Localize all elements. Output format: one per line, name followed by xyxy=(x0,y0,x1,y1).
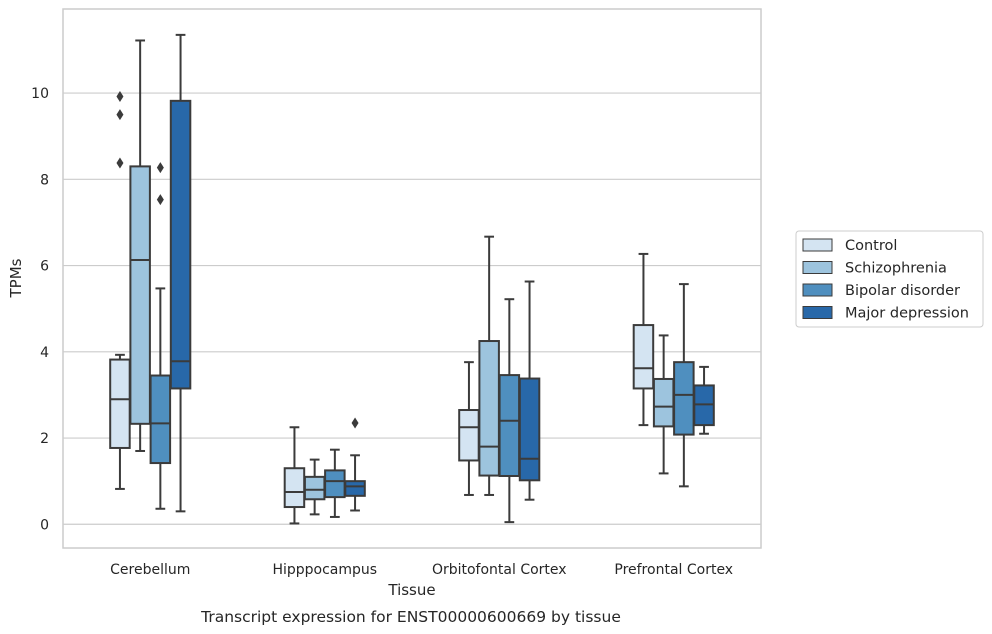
iqr-box xyxy=(324,469,346,499)
legend-swatch xyxy=(802,306,833,319)
outlier-point xyxy=(116,157,124,169)
iqr-box xyxy=(344,480,366,497)
iqr-box xyxy=(518,377,541,482)
box-control xyxy=(458,361,480,496)
box-bipolar-disorder xyxy=(673,283,695,488)
iqr-box xyxy=(458,409,480,462)
box-groups xyxy=(109,33,715,525)
y-tick-label: 10 xyxy=(31,86,49,102)
x-tick-label: Hipppocampus xyxy=(272,562,377,578)
outlier-point xyxy=(116,91,124,103)
x-axis-title: Tissue xyxy=(387,581,435,599)
box-control xyxy=(109,91,131,490)
iqr-box xyxy=(673,361,695,436)
box-major-depression xyxy=(169,33,192,513)
legend-label: Control xyxy=(845,238,897,254)
box-control xyxy=(632,252,655,427)
iqr-box xyxy=(149,374,172,465)
legend-swatch xyxy=(802,283,833,297)
box-schizophrenia xyxy=(129,39,151,452)
outlier-point xyxy=(156,194,164,206)
y-tick-label: 2 xyxy=(40,431,49,447)
box-bipolar-disorder xyxy=(324,448,346,518)
legend-swatch xyxy=(802,238,833,252)
box-schizophrenia xyxy=(652,334,675,475)
legend-label: Schizophrenia xyxy=(845,261,947,277)
plot-frame xyxy=(62,8,762,549)
box-schizophrenia xyxy=(303,458,326,516)
box-major-depression xyxy=(344,417,366,512)
y-tick-label: 4 xyxy=(40,345,49,361)
iqr-box xyxy=(129,165,151,425)
x-tick-label: Orbitofontal Cortex xyxy=(432,562,567,578)
iqr-box xyxy=(109,358,131,449)
y-tick-label: 8 xyxy=(40,172,49,188)
iqr-box xyxy=(632,324,655,390)
box-schizophrenia xyxy=(478,235,500,496)
legend-label: Major depression xyxy=(845,306,969,322)
box-major-depression xyxy=(518,280,541,501)
legend-label: Bipolar disorder xyxy=(845,283,960,299)
x-tick-labels: Cerebellum Hipppocampus Orbitofontal Corte… xyxy=(110,562,733,578)
iqr-box xyxy=(498,374,521,477)
iqr-box xyxy=(303,475,326,501)
x-tick-label: Cerebellum xyxy=(110,562,190,578)
legend-swatch xyxy=(802,261,833,274)
legend: Control Schizophrenia Bipolar disorder Majo… xyxy=(795,230,984,328)
iqr-box xyxy=(169,99,192,390)
y-tick-labels: 0 2 4 6 8 10 xyxy=(31,86,49,533)
outlier-point xyxy=(156,162,164,174)
box-control xyxy=(283,426,306,525)
box-bipolar-disorder xyxy=(149,162,172,510)
outlier-point xyxy=(351,417,359,429)
box-bipolar-disorder xyxy=(498,298,521,524)
y-axis-title: TPMs xyxy=(7,258,25,298)
iqr-box xyxy=(283,467,306,509)
y-tick-label: 0 xyxy=(40,517,49,533)
outlier-point xyxy=(116,109,124,121)
x-tick-label: Prefrontal Cortex xyxy=(614,562,733,578)
iqr-box xyxy=(478,340,500,477)
legend-frame xyxy=(795,230,984,328)
box-major-depression xyxy=(693,365,715,435)
iqr-box xyxy=(652,377,675,428)
y-tick-label: 6 xyxy=(40,259,49,275)
chart-caption: Transcript expression for ENST0000060066… xyxy=(200,608,621,626)
